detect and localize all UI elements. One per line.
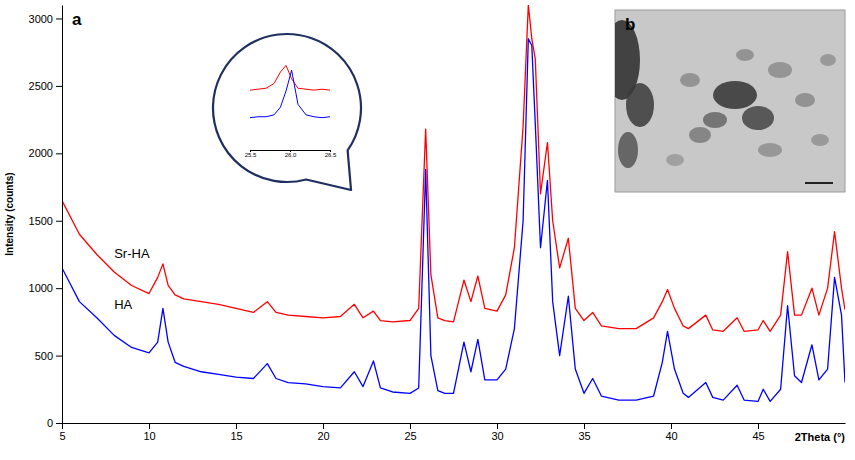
series-label: Sr-HA: [114, 246, 150, 261]
x-axis-tick-label: 20: [317, 430, 329, 442]
particle: [626, 83, 654, 127]
x-axis-tick-mark: [236, 423, 237, 429]
x-axis-tick-label: 25: [404, 430, 416, 442]
series-line: [62, 5, 845, 331]
y-axis-tick-mark: [56, 18, 62, 19]
x-axis-tick-mark: [62, 423, 63, 429]
x-axis-tick-label: 15: [230, 430, 242, 442]
inset-x-axis-tick: 25.5: [245, 150, 257, 158]
x-axis-tick: 40: [665, 423, 677, 442]
y-axis-tick: 2000: [29, 147, 62, 159]
particle: [742, 106, 774, 130]
x-axis-tick: 30: [491, 423, 503, 442]
x-axis-tick-label: 35: [578, 430, 590, 442]
x-axis-tick-mark: [149, 423, 150, 429]
series-line: [62, 39, 845, 402]
inset-x-axis-tick-label: 26.0: [285, 152, 297, 158]
x-axis-tick: 10: [143, 423, 155, 442]
plot-area: [62, 5, 845, 401]
y-axis-tick-mark: [56, 356, 62, 357]
y-axis-tick: 1000: [29, 282, 62, 294]
x-axis-tick-label: 10: [143, 430, 155, 442]
y-axis-tick-label: 2000: [29, 147, 53, 159]
y-axis-line: [62, 6, 63, 424]
inset-bubble: [213, 34, 361, 190]
x-axis-line: [63, 423, 846, 424]
y-axis-tick-mark: [56, 423, 62, 424]
x-axis-tick-mark: [671, 423, 672, 429]
y-axis-title: Intensity (counts): [4, 172, 15, 255]
particle: [618, 132, 638, 168]
y-axis-tick-label: 3000: [29, 13, 53, 25]
particle: [713, 81, 757, 109]
image-background: [615, 10, 845, 192]
x-axis-tick: 25: [404, 423, 416, 442]
particle: [703, 112, 727, 128]
y-axis-tick-mark: [56, 221, 62, 222]
y-axis-tick: 3000: [29, 13, 62, 25]
particle: [768, 62, 792, 78]
x-axis-tick: 35: [578, 423, 590, 442]
y-axis-tick-mark: [56, 153, 62, 154]
scale-bar: [805, 182, 833, 184]
x-axis-tick-label: 40: [665, 430, 677, 442]
x-axis-tick-mark: [758, 423, 759, 429]
particle: [820, 54, 836, 66]
y-axis-tick: 1500: [29, 215, 62, 227]
panel-label: b: [625, 15, 635, 34]
figure: 5 10 15 20 25 30 35 40 45 0 500 1000 1500 2000 2500 300…: [0, 0, 855, 460]
inset-x-axis-tick-label: 25.5: [245, 152, 257, 158]
y-axis-tick: 500: [35, 350, 62, 362]
y-axis-tick-label: 1500: [29, 215, 53, 227]
particle: [736, 49, 754, 61]
inset-x-axis-tick: 26.0: [285, 150, 297, 158]
x-axis-tick-mark: [323, 423, 324, 429]
y-axis-tick: 0: [47, 417, 62, 429]
x-axis-tick: 45: [752, 423, 764, 442]
x-axis-tick-mark: [410, 423, 411, 429]
y-axis: 0 500 1000 1500 2000 2500 3000: [29, 6, 63, 430]
particle: [795, 93, 815, 107]
y-axis-tick-label: 500: [35, 350, 53, 362]
x-axis-tick-label: 45: [752, 430, 764, 442]
x-axis-title: 2Theta (°): [795, 431, 846, 443]
particle: [680, 73, 700, 87]
x-axis-tick: 5: [59, 423, 65, 442]
x-axis-tick: 15: [230, 423, 242, 442]
y-axis-tick-label: 0: [47, 417, 53, 429]
x-axis-tick-label: 5: [59, 430, 65, 442]
y-axis-tick-mark: [56, 288, 62, 289]
inset-x-axis-tick: 26.5: [325, 150, 337, 158]
x-axis: 5 10 15 20 25 30 35 40 45: [59, 423, 845, 442]
y-axis-tick-label: 2500: [29, 80, 53, 92]
y-axis-tick-label: 1000: [29, 282, 53, 294]
x-axis-tick: 20: [317, 423, 329, 442]
particle: [689, 127, 711, 143]
x-axis-tick-label: 30: [491, 430, 503, 442]
y-axis-tick: 2500: [29, 80, 62, 92]
image-panel: [604, 10, 845, 192]
series-label: HA: [114, 297, 132, 312]
x-axis-tick-mark: [584, 423, 585, 429]
inset-x-axis-tick-label: 26.5: [325, 152, 337, 158]
inset-x-axis: 25.5 26.0 26.5: [245, 150, 337, 158]
particle: [758, 143, 782, 157]
x-axis-tick-mark: [497, 423, 498, 429]
particle: [666, 154, 684, 166]
particle: [811, 134, 829, 146]
panel-label: a: [72, 10, 82, 29]
series-line: [250, 70, 330, 118]
y-axis-tick-mark: [56, 86, 62, 87]
inset-x-axis-line: [251, 150, 331, 151]
inset-plot-area: [250, 65, 330, 117]
